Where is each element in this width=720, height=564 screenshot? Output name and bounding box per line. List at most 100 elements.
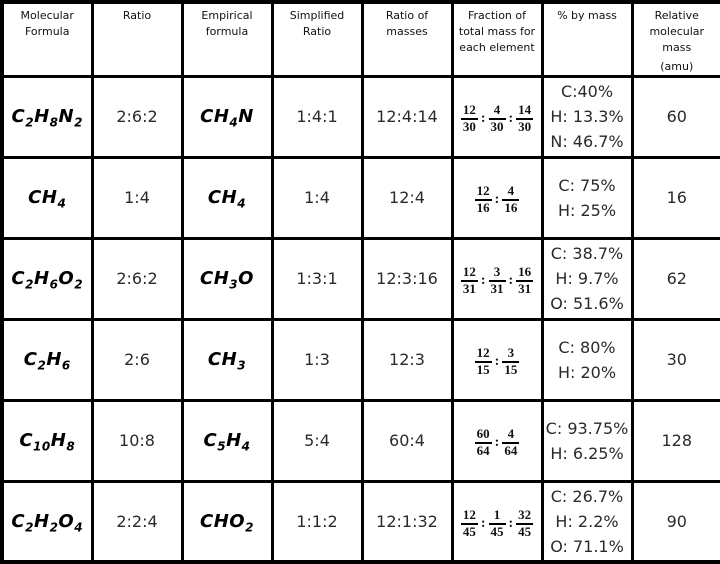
fraction-denominator: 30	[488, 117, 506, 134]
fraction-separator: :	[480, 272, 486, 288]
fraction-numerator: 12	[462, 506, 476, 522]
percent-line: H: 25%	[557, 200, 617, 220]
fraction-numerator: 12	[462, 263, 476, 279]
relative-molecular-mass-cell: 62	[630, 236, 720, 321]
table-row: C2H2O4 2:2:4 CHO2 1:1:2 12:1:32 12 45:1 45:32 45…	[0, 479, 720, 564]
relative-molecular-mass-cell: 128	[630, 398, 720, 483]
fraction-denominator: 30	[516, 117, 534, 134]
empirical-formula-cell: CHO2	[180, 479, 274, 564]
empirical-formula-cell: CH3	[180, 317, 274, 402]
fraction-numerator: 12	[476, 344, 490, 360]
fraction: 3 31	[488, 264, 506, 297]
percent-by-mass-cell: C: 93.75% H: 6.25%	[540, 398, 634, 483]
fraction-separator: :	[508, 515, 514, 531]
molecular-formula: C2H6O2	[11, 268, 84, 292]
percent-line: H: 6.25%	[550, 443, 624, 463]
mass-fraction-expression: 12 30:4 30:14 30	[460, 101, 534, 135]
molecular-formula: C2H6	[23, 349, 71, 373]
percent-by-mass-cell: C:40% H: 13.3% N: 46.7%	[540, 74, 634, 159]
rmm-unit-label: (amu)	[660, 59, 694, 73]
fraction-denominator: 30	[460, 117, 478, 134]
fraction-numerator: 4	[507, 425, 515, 441]
ratio-cell: 10:8	[90, 398, 184, 483]
mass-fraction-cell: 12 45:1 45:32 45	[450, 479, 544, 564]
column-header-empirical-formula: Empirical formula	[180, 0, 274, 78]
mass-fraction-expression: 12 15:3 15	[474, 344, 520, 378]
fraction-separator: :	[494, 191, 500, 207]
fraction: 60 64	[474, 425, 492, 459]
column-header-ratio-of-masses: Ratio of masses	[360, 0, 454, 78]
column-header-percent-by-mass: % by mass	[540, 0, 634, 78]
mass-ratio-cell: 12:4:14	[360, 74, 454, 159]
empirical-formula-cell: C5H4	[180, 398, 274, 483]
fraction: 14 30	[516, 102, 534, 135]
header-row: Molecular Formula Ratio Empirical formul…	[0, 0, 720, 78]
mass-ratio-cell: 60:4	[360, 398, 454, 483]
percent-by-mass-cell: C: 38.7% H: 9.7% O: 51.6%	[540, 236, 634, 321]
empirical-formula: C5H4	[203, 430, 251, 454]
table-row: C10H8 10:8 C5H4 5:4 60:4 60 64:4 64 C: 93.75% H: …	[0, 398, 720, 483]
mass-fraction-cell: 60 64:4 64	[450, 398, 544, 483]
empirical-formula-cell: CH4	[180, 155, 274, 240]
table-header: Molecular Formula Ratio Empirical formul…	[0, 0, 720, 78]
ratio-cell: 2:6:2	[90, 236, 184, 321]
fraction-numerator: 60	[476, 425, 490, 441]
fraction-separator: :	[494, 434, 500, 450]
column-header-relative-molecular-mass: Relative molecular mass (amu)	[630, 0, 720, 78]
fraction-numerator: 4	[493, 101, 501, 117]
fraction-denominator: 16	[474, 198, 492, 215]
fraction-numerator: 3	[507, 344, 515, 360]
percent-line: C:40%	[560, 82, 614, 102]
table-body: C2H8N2 2:6:2 CH4N 1:4:1 12:4:14 12 30:4 30:14 30…	[0, 74, 720, 564]
column-header-mass-fraction: Fraction of total mass for each element	[450, 0, 544, 78]
fraction-denominator: 64	[474, 441, 492, 458]
fraction-denominator: 45	[488, 522, 506, 539]
mass-fraction-cell: 12 30:4 30:14 30	[450, 74, 544, 159]
fraction-separator: :	[494, 353, 500, 369]
empirical-formula-cell: CH3O	[180, 236, 274, 321]
table-row: C2H8N2 2:6:2 CH4N 1:4:1 12:4:14 12 30:4 30:14 30…	[0, 74, 720, 159]
fraction: 1 45	[488, 506, 506, 540]
rmm-header-label: Relative molecular mass	[649, 9, 705, 54]
column-header-molecular-formula: Molecular Formula	[0, 0, 94, 78]
fraction-numerator: 4	[507, 182, 515, 198]
molecular-formula: C10H8	[19, 430, 76, 454]
fraction-denominator: 64	[502, 441, 520, 458]
percent-line: H: 13.3%	[550, 107, 624, 127]
fraction-numerator: 32	[518, 506, 532, 522]
fraction-denominator: 16	[502, 198, 520, 215]
fraction-separator: :	[508, 110, 514, 126]
fraction: 12 15	[474, 344, 492, 378]
percent-by-mass-cell: C: 75% H: 25%	[540, 155, 634, 240]
ratio-cell: 2:6:2	[90, 74, 184, 159]
molecular-formula: C2H2O4	[11, 511, 84, 535]
column-header-simplified-ratio: Simplified Ratio	[270, 0, 364, 78]
percent-line: O: 71.1%	[550, 537, 624, 556]
empirical-formula: CHO2	[200, 511, 254, 535]
fraction: 12 45	[460, 506, 478, 540]
mass-ratio-cell: 12:3	[360, 317, 454, 402]
percent-line: O: 51.6%	[550, 294, 624, 314]
simplified-ratio-cell: 1:3:1	[270, 236, 364, 321]
fraction: 12 30	[460, 102, 478, 135]
fraction: 4 16	[502, 182, 520, 216]
fraction-denominator: 31	[460, 279, 478, 296]
percent-line: H: 9.7%	[555, 269, 619, 289]
mass-ratio-cell: 12:3:16	[360, 236, 454, 321]
mass-fraction-expression: 12 31:3 31:16 31	[460, 263, 534, 297]
mass-fraction-expression: 12 16:4 16	[474, 182, 520, 216]
ratio-cell: 2:6	[90, 317, 184, 402]
percent-line: C: 75%	[558, 175, 616, 195]
fraction-denominator: 45	[516, 522, 534, 539]
fraction-numerator: 1	[493, 506, 501, 522]
simplified-ratio-cell: 1:3	[270, 317, 364, 402]
percent-line: N: 46.7%	[550, 132, 624, 152]
fraction: 12 16	[474, 183, 492, 216]
percent-line: H: 20%	[557, 362, 617, 382]
empirical-formula: CH3O	[200, 268, 254, 292]
table-row: CH4 1:4 CH4 1:4 12:4 12 16:4 16 C: 75% H: 25% 16	[0, 155, 720, 240]
percent-by-mass-cell: C: 26.7% H: 2.2% O: 71.1%	[540, 479, 634, 564]
fraction-separator: :	[480, 110, 486, 126]
percent-line: C: 38.7%	[550, 244, 624, 264]
